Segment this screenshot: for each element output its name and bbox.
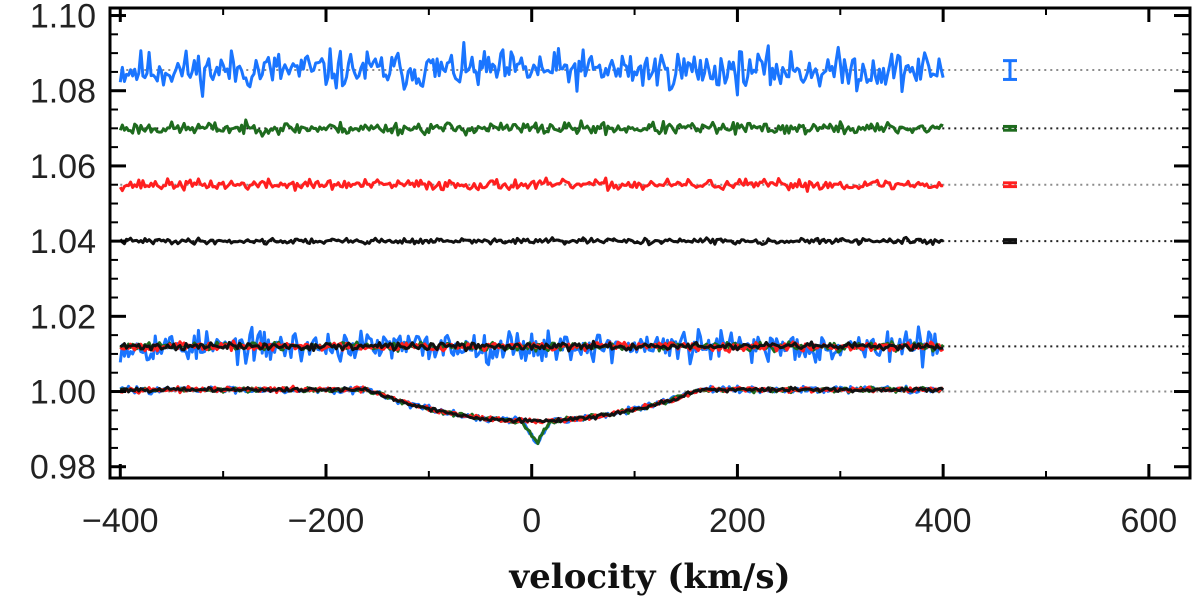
axis-ticks <box>110 8 1190 478</box>
series-profile-blue <box>118 41 945 98</box>
y-tick-label: 1.04 <box>30 223 96 261</box>
y-tick-label: 1.00 <box>30 374 96 412</box>
error-bars <box>1003 59 1017 245</box>
x-tick-label: −200 <box>288 502 365 540</box>
error-bar-black <box>1003 238 1017 245</box>
series-null-black <box>119 339 944 353</box>
error-bar-red <box>1003 181 1017 189</box>
x-tick-label: 200 <box>709 502 766 540</box>
plot-frame <box>108 6 1192 480</box>
series-profile-black <box>119 235 944 247</box>
y-tick-label: 1.08 <box>30 73 96 111</box>
error-bar-green <box>1003 124 1017 132</box>
series-profile-green <box>118 118 944 138</box>
y-tick-label: 1.10 <box>30 0 96 36</box>
series-null-blue <box>118 325 945 369</box>
y-tick-label: 1.06 <box>30 148 96 186</box>
y-tick-labels: 0.98 1.00 1.02 1.04 1.06 1.08 1.10 <box>30 0 96 487</box>
series-layer <box>118 41 945 446</box>
x-tick-label: 400 <box>915 502 972 540</box>
x-axis-title: velocity (km/s) <box>508 557 790 597</box>
x-tick-label: 0 <box>522 502 541 540</box>
x-tick-labels: −400 −200 0 200 400 600 <box>82 502 1177 540</box>
error-bar-blue <box>1003 59 1017 81</box>
series-profile-red <box>118 176 944 193</box>
y-tick-label: 0.98 <box>30 449 96 487</box>
x-tick-label: 600 <box>1120 502 1177 540</box>
series-stokesI-black <box>119 385 944 424</box>
series-stokesI-green <box>119 385 944 446</box>
x-tick-label: −400 <box>82 502 159 540</box>
y-tick-label: 1.02 <box>30 298 96 336</box>
